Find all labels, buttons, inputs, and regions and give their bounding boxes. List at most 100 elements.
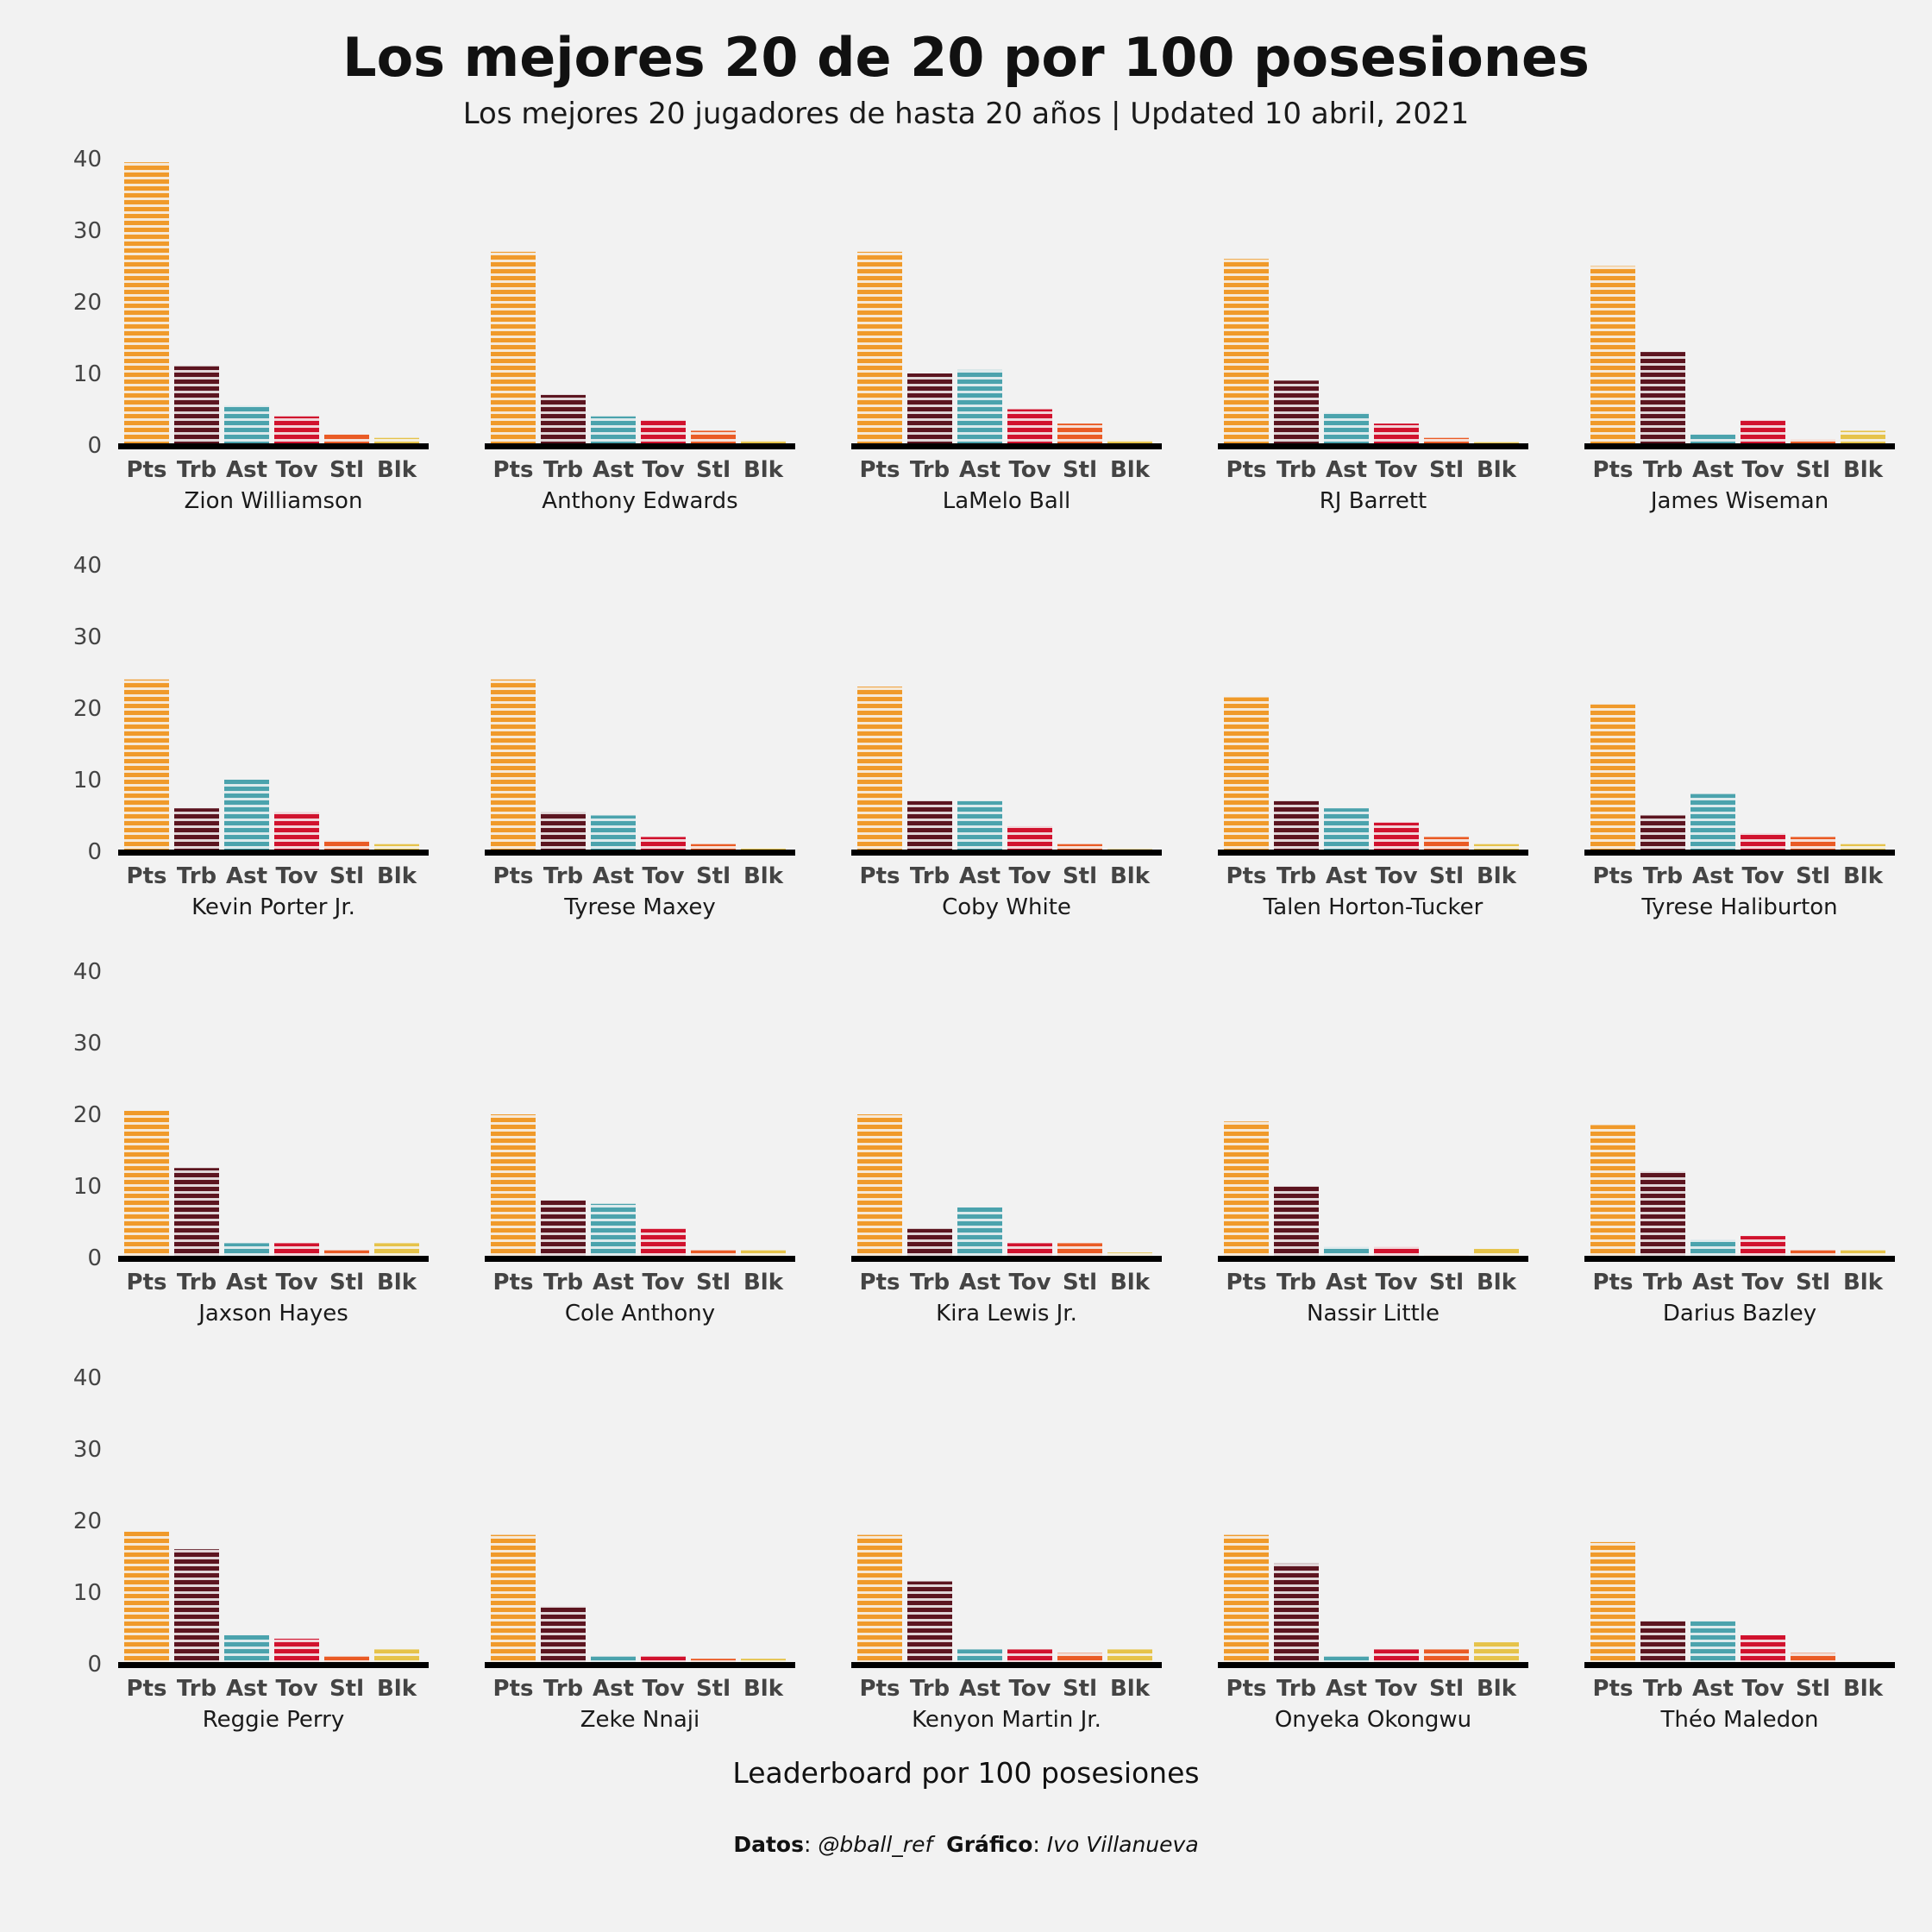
x-tick-label: Tov xyxy=(275,1270,317,1295)
x-tick-label: Pts xyxy=(1593,863,1634,889)
y-tick-label: 0 xyxy=(87,433,102,459)
bar-ast xyxy=(957,369,1002,445)
bar-stl xyxy=(324,1656,369,1664)
baseline xyxy=(118,1256,429,1262)
bar-stl xyxy=(1057,1243,1102,1258)
x-tick-label: Trb xyxy=(177,457,216,483)
bar-ast xyxy=(957,1207,1002,1258)
x-tick-label: Stl xyxy=(696,1270,731,1295)
x-tick-label: Tov xyxy=(642,1676,684,1702)
bar-ast xyxy=(591,1203,636,1258)
x-tick-label: Ast xyxy=(1326,1676,1367,1702)
player-panel: Pts Trb Ast Tov Stl Blk Zion Williamson xyxy=(118,162,429,514)
x-tick-label: Stl xyxy=(329,1270,364,1295)
bar-stl xyxy=(691,1659,736,1664)
baseline xyxy=(118,443,429,449)
x-tick-label: Ast xyxy=(1326,863,1367,889)
caption: Datos: @bball_ref Gráfico: Ivo Villanuev… xyxy=(733,1832,1199,1857)
player-name: Zeke Nnaji xyxy=(580,1707,700,1733)
bar-trb xyxy=(1640,1171,1685,1258)
bar-trb xyxy=(1274,380,1319,445)
x-tick-label: Pts xyxy=(1226,1270,1267,1295)
x-tick-label: Pts xyxy=(1593,1676,1634,1702)
bar-stl xyxy=(324,434,369,445)
baseline xyxy=(485,1662,795,1668)
bar-blk xyxy=(741,440,786,445)
bar-tov xyxy=(274,1243,319,1258)
x-tick-label: Blk xyxy=(743,863,784,889)
x-tick-label: Stl xyxy=(329,1676,364,1702)
x-tick-label: Trb xyxy=(1643,863,1683,889)
baseline xyxy=(485,443,795,449)
y-tick-label: 0 xyxy=(87,1652,102,1678)
bar-pts xyxy=(124,679,169,851)
bar-tov xyxy=(641,1656,686,1664)
x-tick-label: Trb xyxy=(910,863,950,889)
x-tick-label: Blk xyxy=(1110,1270,1151,1295)
caption-grafico-label: Gráfico xyxy=(946,1832,1033,1857)
baseline xyxy=(1218,1662,1528,1668)
y-tick-label: 10 xyxy=(73,768,102,794)
caption-datos-label: Datos xyxy=(733,1832,804,1857)
bar-ast xyxy=(1324,412,1369,445)
bar-pts xyxy=(857,1534,902,1664)
x-tick-label: Ast xyxy=(959,457,1000,483)
bar-tov xyxy=(1374,1649,1419,1664)
caption-datos-value: @bball_ref xyxy=(818,1832,933,1857)
x-tick-label: Stl xyxy=(696,1676,731,1702)
bar-pts xyxy=(124,162,169,445)
baseline xyxy=(485,1256,795,1262)
x-tick-label: Tov xyxy=(1008,863,1051,889)
player-name: RJ Barrett xyxy=(1320,488,1427,514)
x-tick-label: Stl xyxy=(696,863,731,889)
bar-pts xyxy=(1224,1121,1269,1258)
x-tick-label: Ast xyxy=(1692,1270,1734,1295)
bar-tov xyxy=(1741,1236,1785,1258)
x-tick-label: Ast xyxy=(226,457,267,483)
player-name: Talen Horton-Tucker xyxy=(1263,894,1484,920)
bar-tov xyxy=(274,416,319,445)
x-tick-label: Stl xyxy=(1429,457,1464,483)
x-tick-label: Trb xyxy=(177,863,216,889)
baseline xyxy=(1584,1256,1895,1262)
player-name: Kevin Porter Jr. xyxy=(191,894,355,920)
x-tick-label: Stl xyxy=(1796,1676,1830,1702)
x-tick-label: Trb xyxy=(1276,863,1316,889)
chart-title: Los mejores 20 de 20 por 100 posesiones xyxy=(342,26,1590,89)
x-tick-label: Pts xyxy=(127,457,167,483)
bar-trb xyxy=(1274,1186,1319,1258)
x-tick-label: Tov xyxy=(642,457,684,483)
y-tick-label: 10 xyxy=(73,1174,102,1200)
x-tick-label: Ast xyxy=(593,1676,634,1702)
bar-pts xyxy=(491,1114,536,1258)
bar-ast xyxy=(957,1649,1002,1664)
baseline xyxy=(118,1662,429,1668)
bar-trb xyxy=(541,394,586,445)
x-tick-label: Stl xyxy=(1796,457,1830,483)
x-tick-label: Ast xyxy=(1692,457,1734,483)
bar-pts xyxy=(1590,1125,1635,1258)
bar-stl xyxy=(691,430,736,445)
bar-stl xyxy=(691,844,736,851)
bar-stl xyxy=(691,1250,736,1258)
baseline xyxy=(851,1256,1162,1262)
x-tick-label: Tov xyxy=(1008,1270,1051,1295)
x-tick-label: Blk xyxy=(1843,457,1884,483)
bar-ast xyxy=(1690,434,1735,445)
x-tick-label: Tov xyxy=(1375,863,1417,889)
bar-stl xyxy=(1424,437,1469,445)
x-tick-label: Ast xyxy=(593,1270,634,1295)
bar-blk xyxy=(374,1649,419,1664)
bar-ast xyxy=(957,800,1002,851)
y-tick-label: 20 xyxy=(73,696,102,722)
bar-blk xyxy=(1474,1642,1519,1664)
bar-trb xyxy=(174,1549,219,1664)
x-tick-label: Stl xyxy=(1063,1270,1097,1295)
player-panel: Pts Trb Ast Tov Stl Blk Jaxson Hayes xyxy=(118,1110,429,1327)
baseline xyxy=(1218,1256,1528,1262)
player-name: Darius Bazley xyxy=(1663,1301,1816,1327)
baseline xyxy=(118,850,429,856)
bar-trb xyxy=(907,1228,952,1258)
